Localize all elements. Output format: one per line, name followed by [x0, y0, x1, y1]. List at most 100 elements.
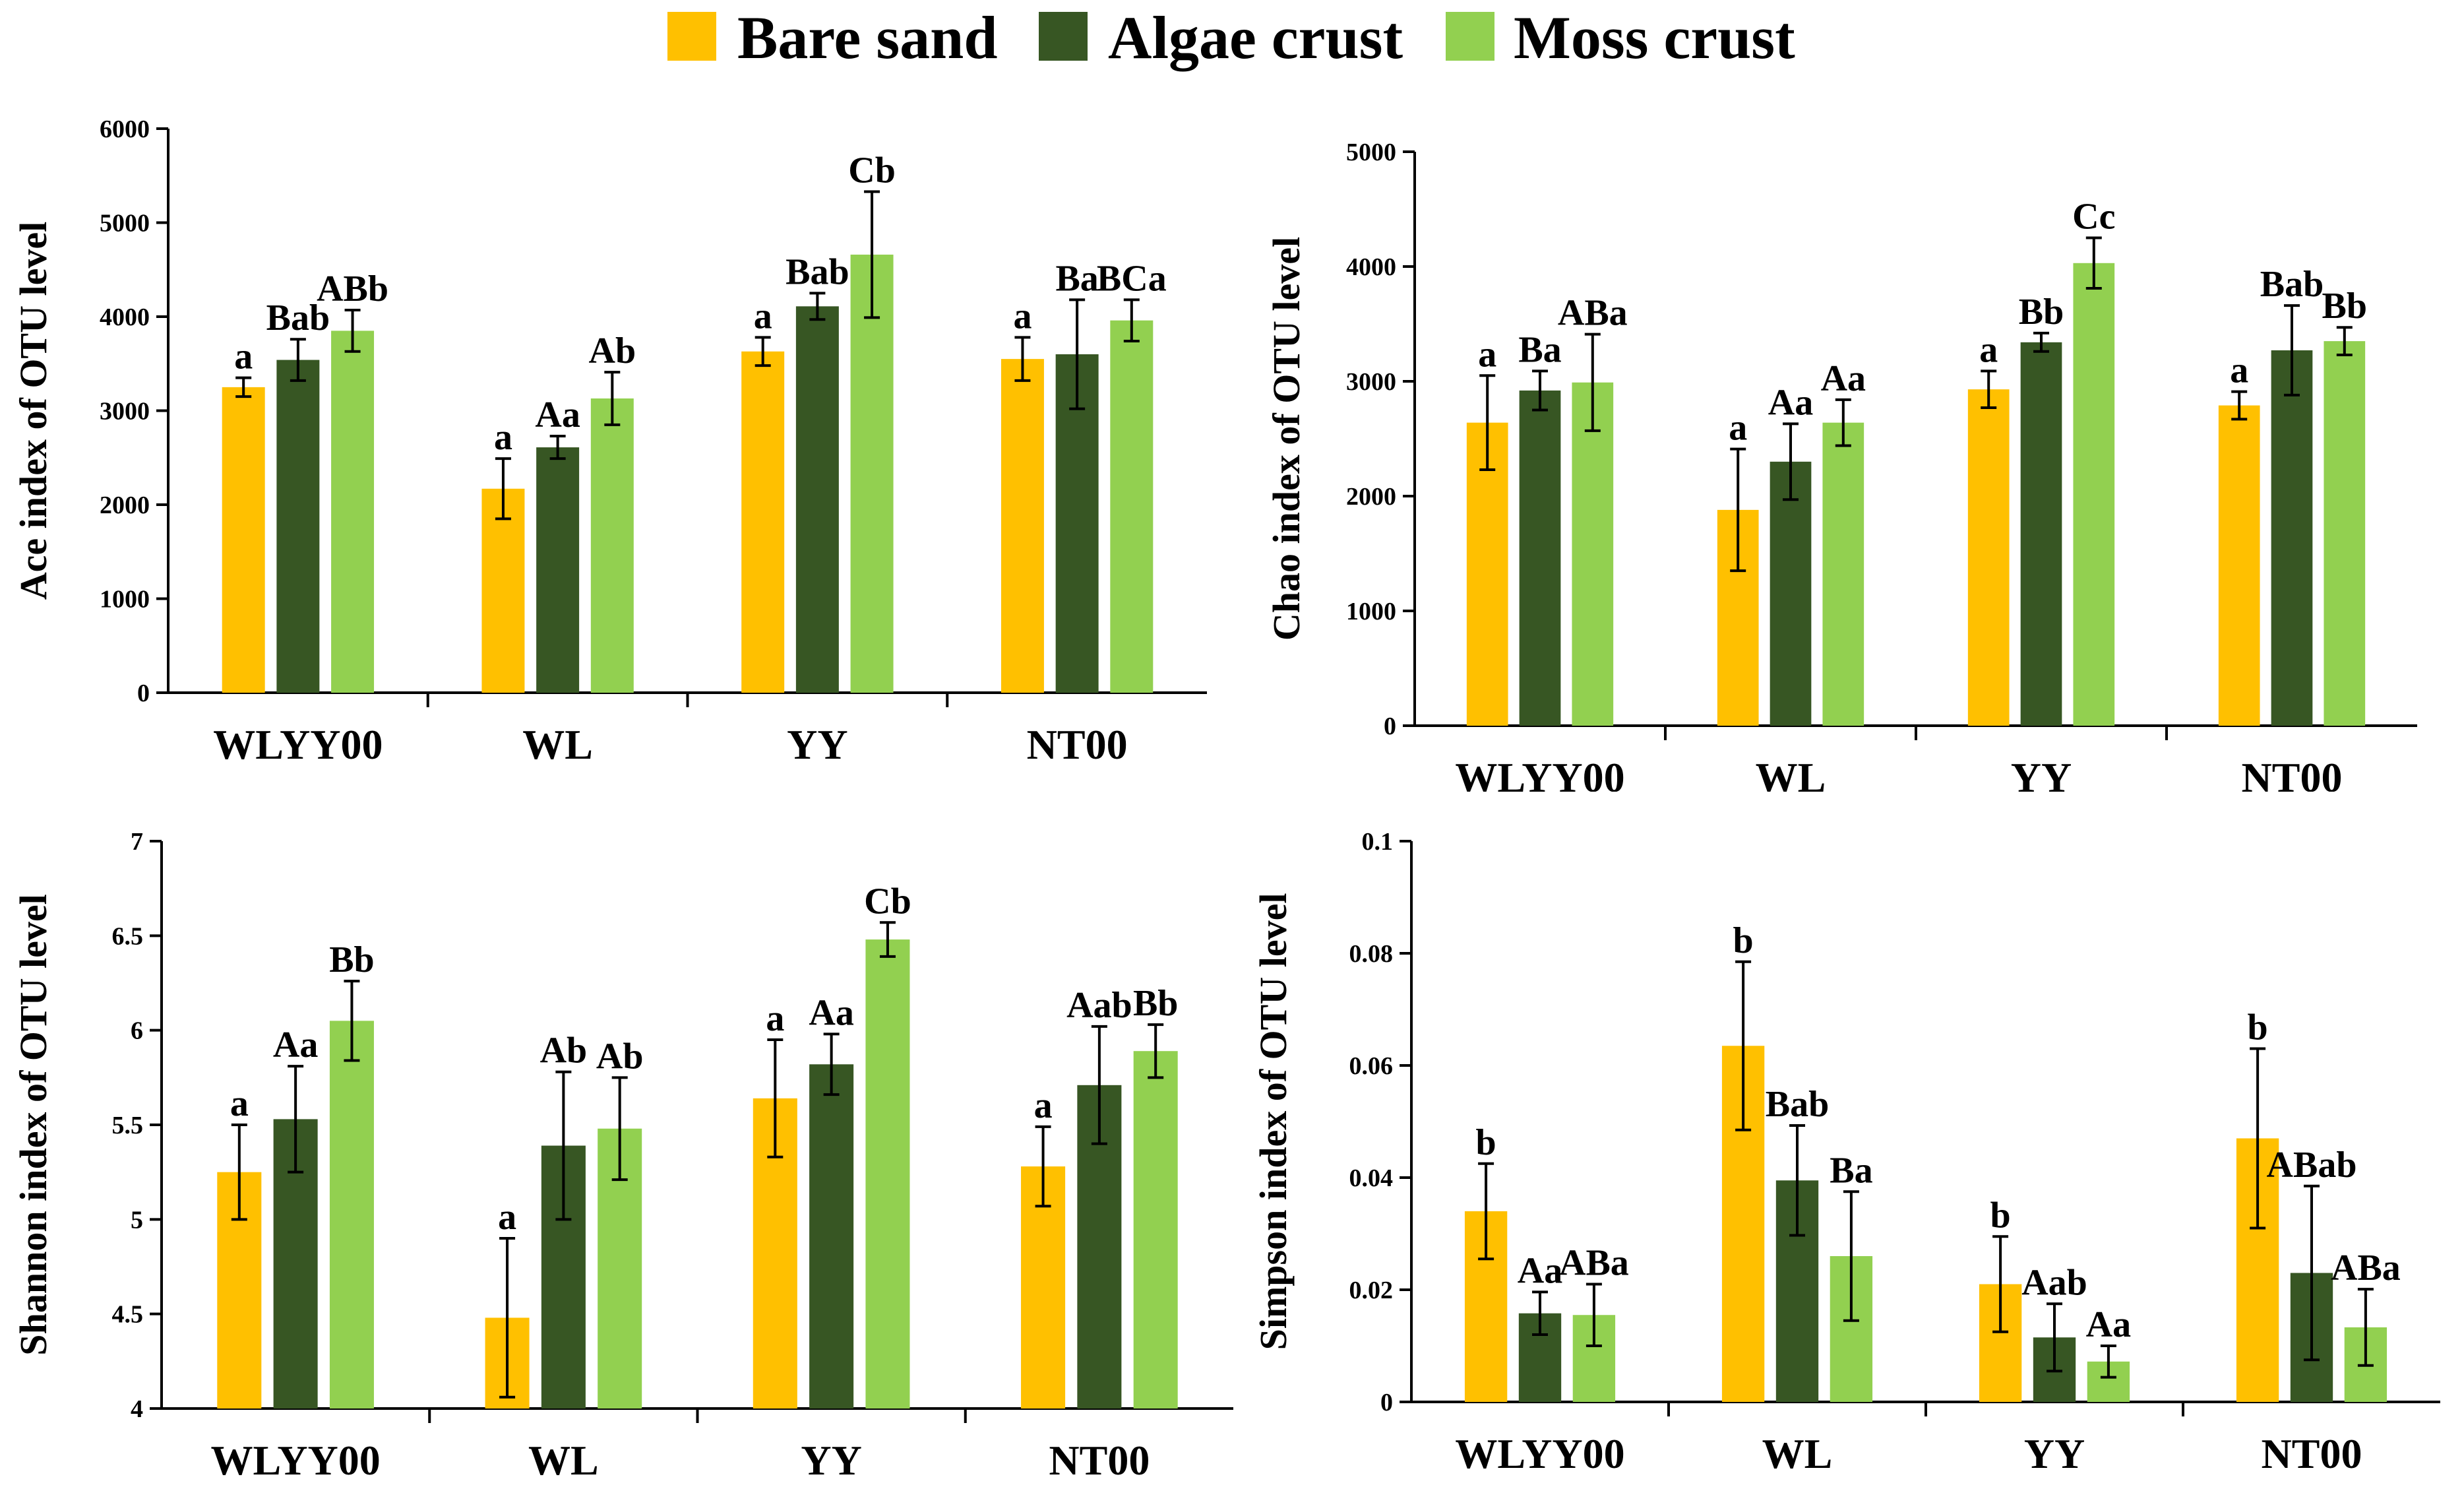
- y-tick-label: 2000: [1346, 483, 1396, 511]
- x-tick-label: YY: [801, 1437, 861, 1484]
- significance-label: ABab: [2267, 1145, 2357, 1186]
- significance-label: Bab: [1766, 1084, 1830, 1125]
- legend-label-bare-sand: Bare sand: [737, 4, 998, 71]
- simpson-svg: 0 0.02 0.04 0.06 0.08 0.1 Simpson index of OTU…: [1252, 828, 2440, 1477]
- bar-moss-crust-wl: [1822, 422, 1864, 726]
- significance-label: ABb: [317, 269, 388, 309]
- y-tick-label: 5: [131, 1206, 143, 1234]
- significance-label: Aa: [1518, 1250, 1562, 1291]
- y-tick-label: 6: [131, 1017, 143, 1045]
- simpson-chart: 0 0.02 0.04 0.06 0.08 0.1 Simpson index of OTU…: [1240, 821, 2464, 1489]
- bar-moss-crust-yy: [2073, 263, 2115, 726]
- y-tick-label: 4.5: [112, 1301, 144, 1329]
- significance-label: Ab: [540, 1030, 588, 1071]
- y-tick-label: 1000: [100, 586, 150, 614]
- significance-label: a: [498, 1197, 516, 1238]
- bar-bare-sand-wlyy00: [1466, 422, 1508, 726]
- legend-swatch-moss-crust: [1446, 12, 1494, 61]
- x-tick-label: WL: [1756, 754, 1826, 792]
- significance-label: a: [766, 998, 784, 1039]
- shannon-svg: 4 4.5 5 5.5 6 6.5 7 Shannon index of OTU level W…: [12, 828, 1233, 1484]
- y-tick-label: 5.5: [112, 1112, 144, 1139]
- y-tick-label: 6000: [100, 115, 150, 143]
- significance-label: Ab: [596, 1036, 644, 1077]
- significance-label: a: [1478, 334, 1496, 375]
- y-tick-label: 0.1: [1362, 828, 1394, 856]
- significance-label: b: [2248, 1007, 2268, 1048]
- x-tick-label: WLYY00: [1455, 754, 1624, 792]
- bar-moss-crust-wlyy00: [331, 331, 375, 693]
- x-tick-label: YY: [2024, 1430, 2085, 1477]
- significance-label: a: [234, 336, 253, 377]
- y-tick-label: 0.04: [1349, 1164, 1394, 1192]
- ace-svg: 0 1000 2000 3000 4000 5000 6000 Ace index of OT…: [12, 115, 1207, 768]
- x-tick-label: NT00: [1049, 1437, 1150, 1484]
- legend-entry-bare-sand: Bare sand: [667, 4, 998, 71]
- y-axis-title: Chao index of OTU level: [1265, 237, 1308, 641]
- significance-label: Aa: [1821, 358, 1866, 399]
- y-tick-label: 1000: [1346, 598, 1396, 625]
- legend-swatch-algae-crust: [1039, 12, 1088, 61]
- y-tick-label: 0: [137, 680, 150, 707]
- significance-label: Bab: [2260, 264, 2324, 305]
- significance-label: Aa: [809, 992, 853, 1033]
- bar-algae-crust-nt00: [2271, 350, 2313, 726]
- significance-label: a: [1034, 1085, 1053, 1126]
- significance-label: Bab: [266, 298, 330, 338]
- x-tick-label: YY: [2011, 754, 2072, 792]
- x-tick-label: NT00: [2242, 754, 2343, 792]
- significance-label: Ba: [1055, 258, 1098, 299]
- legend-label-moss-crust: Moss crust: [1514, 4, 1795, 71]
- bar-algae-crust-wlyy00: [1519, 390, 1561, 726]
- significance-label: Ba: [1518, 329, 1561, 370]
- y-tick-label: 4: [131, 1395, 143, 1423]
- bar-moss-crust-nt00: [1110, 320, 1154, 693]
- significance-label: BCa: [1097, 258, 1167, 299]
- x-tick-label: WLYY00: [213, 721, 383, 768]
- bar-moss-crust-nt00: [1133, 1051, 1178, 1409]
- bar-bare-sand-nt00: [2218, 405, 2260, 726]
- significance-label: a: [1013, 296, 1032, 336]
- significance-label: Ab: [589, 331, 636, 371]
- x-tick-label: WLYY00: [1455, 1430, 1624, 1477]
- significance-label: Bb: [1133, 983, 1179, 1024]
- x-tick-label: NT00: [2262, 1430, 2362, 1477]
- significance-label: Aa: [2086, 1304, 2131, 1345]
- legend-entry-algae-crust: Algae crust: [1039, 4, 1403, 71]
- significance-label: Cc: [2072, 197, 2115, 238]
- x-tick-label: NT00: [1027, 721, 1128, 768]
- significance-label: a: [1729, 408, 1747, 449]
- bar-algae-crust-wlyy00: [276, 360, 320, 693]
- legend-label-algae-crust: Algae crust: [1108, 4, 1403, 71]
- y-tick-label: 0: [1384, 713, 1396, 740]
- bar-bare-sand-nt00: [1001, 359, 1044, 693]
- bar-moss-crust-yy: [850, 254, 894, 693]
- y-tick-label: 3000: [100, 398, 150, 426]
- significance-label: Bb: [2019, 292, 2064, 333]
- significance-label: b: [1476, 1122, 1496, 1163]
- bar-algae-crust-wl: [1770, 461, 1812, 726]
- bar-moss-crust-yy: [865, 939, 910, 1409]
- legend-svg: Bare sand Algae crust Moss crust: [667, 4, 1795, 71]
- y-tick-label: 7: [131, 828, 143, 856]
- bar-moss-crust-wlyy00: [1572, 382, 1614, 726]
- x-tick-label: WL: [1762, 1430, 1833, 1477]
- significance-label: Aa: [535, 395, 580, 435]
- y-tick-label: 0.08: [1349, 940, 1394, 968]
- bar-algae-crust-wl: [536, 447, 580, 693]
- y-tick-label: 5000: [1346, 139, 1396, 166]
- significance-label: ABa: [1559, 1243, 1629, 1284]
- significance-label: Bb: [329, 939, 375, 980]
- significance-label: Cb: [864, 881, 911, 922]
- x-tick-label: WL: [528, 1437, 599, 1484]
- significance-label: a: [494, 417, 512, 458]
- y-tick-label: 4000: [100, 303, 150, 331]
- bar-bare-sand-yy: [1967, 389, 2010, 726]
- significance-label: Cb: [848, 150, 896, 191]
- significance-label: a: [2230, 350, 2248, 391]
- y-axis-title: Shannon index of OTU level: [12, 894, 55, 1355]
- bar-bare-sand-wlyy00: [222, 387, 265, 693]
- significance-label: Bab: [785, 251, 849, 292]
- significance-label: Bb: [2322, 286, 2368, 327]
- x-tick-label: WL: [522, 721, 593, 768]
